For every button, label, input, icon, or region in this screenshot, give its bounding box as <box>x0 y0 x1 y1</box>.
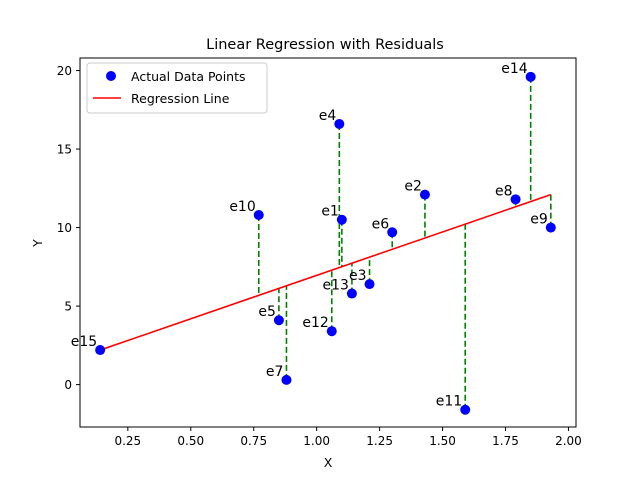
x-tick-label: 1.50 <box>429 434 456 448</box>
point-label-e7: e7 <box>266 364 284 380</box>
data-point-e7 <box>281 374 292 385</box>
point-label-e1: e1 <box>321 204 339 220</box>
x-tick-label: 1.25 <box>366 434 393 448</box>
point-label-e10: e10 <box>229 199 255 215</box>
y-axis-label: Y <box>30 239 45 248</box>
legend-label-points: Actual Data Points <box>131 69 246 84</box>
regression-line <box>99 193 552 351</box>
data-point-e1 <box>336 214 347 225</box>
data-point-e13 <box>346 288 357 299</box>
x-tick-label: 1.00 <box>303 434 330 448</box>
legend-point-marker <box>106 71 116 81</box>
legend-label-line: Regression Line <box>131 91 230 106</box>
data-point-e3 <box>364 279 375 290</box>
chart-title: Linear Regression with Residuals <box>206 37 444 53</box>
y-tick-label: 0 <box>64 378 72 392</box>
plot-area: 0.25 0.50 0.75 1.00 1.25 1.50 1.75 2.00 0 5 10 15 20… <box>57 61 582 448</box>
x-tick-label: 0.75 <box>240 434 267 448</box>
data-point-e5 <box>273 315 284 326</box>
x-axis-label: X <box>324 455 333 470</box>
point-label-e6: e6 <box>372 216 390 232</box>
point-label-e8: e8 <box>495 183 513 199</box>
data-point-e4 <box>334 118 345 129</box>
legend: Actual Data Points Regression Line <box>86 62 268 114</box>
data-point-e11 <box>460 404 471 415</box>
data-point-e8 <box>510 194 521 205</box>
point-label-e4: e4 <box>319 108 337 124</box>
point-label-e3: e3 <box>349 268 367 284</box>
y-tick-label: 20 <box>57 64 72 78</box>
legend-box <box>86 62 268 114</box>
y-tick-label: 5 <box>64 300 72 314</box>
y-tick-label: 10 <box>57 221 72 235</box>
y-tick-label: 15 <box>57 143 72 157</box>
x-tick-label: 1.75 <box>492 434 519 448</box>
point-label-e9: e9 <box>530 212 548 228</box>
x-tick-label: 2.00 <box>555 434 582 448</box>
data-point-e10 <box>253 210 264 221</box>
point-label-e2: e2 <box>404 179 422 195</box>
point-label-e11: e11 <box>436 394 462 410</box>
data-point-e9 <box>545 222 556 233</box>
point-label-e5: e5 <box>258 304 276 320</box>
axes-frame <box>79 57 577 428</box>
point-label-e13: e13 <box>322 278 348 294</box>
point-label-e12: e12 <box>302 315 328 331</box>
point-label-e14: e14 <box>501 61 528 77</box>
data-point-e14 <box>525 71 536 82</box>
data-point-e12 <box>326 326 337 337</box>
x-tick-label: 0.50 <box>177 434 204 448</box>
data-point-e6 <box>387 227 398 238</box>
x-tick-label: 0.25 <box>114 434 141 448</box>
point-label-e15: e15 <box>71 334 97 350</box>
data-point-e2 <box>419 189 430 200</box>
data-point-e15 <box>95 345 106 356</box>
